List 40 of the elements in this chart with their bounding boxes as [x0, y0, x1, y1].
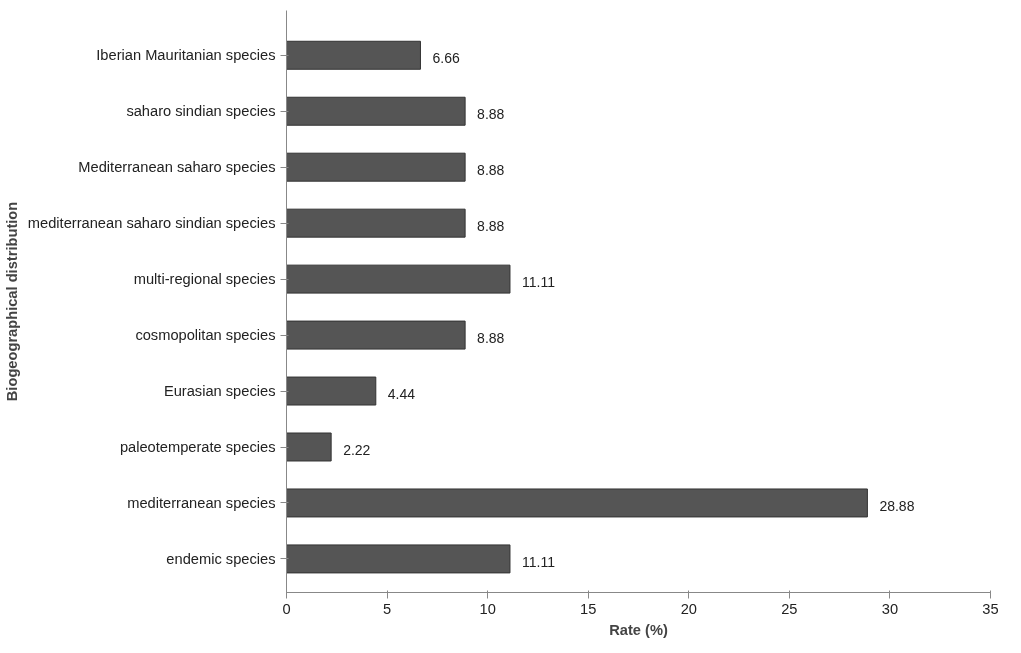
x-axis-title: Rate (%) [609, 621, 668, 638]
x-tick-label: 20 [680, 600, 697, 617]
bar [286, 264, 511, 294]
y-tick-label: saharo sindian species [126, 103, 276, 120]
data-label: 8.88 [477, 106, 505, 123]
x-tick-label: 30 [881, 600, 899, 617]
bar [286, 376, 377, 406]
x-tick-label: 0 [282, 600, 291, 617]
bar [286, 40, 421, 70]
x-tick-label: 25 [781, 600, 798, 617]
y-tick-label: endemic species [166, 550, 276, 567]
data-label: 4.44 [387, 386, 416, 403]
y-tick-label: mediterranean species [127, 494, 276, 511]
data-label: 8.88 [477, 162, 505, 179]
y-tick-label: cosmopolitan species [135, 327, 276, 344]
bar [286, 320, 466, 350]
y-tick-label: multi-regional species [133, 271, 276, 288]
bar [286, 208, 466, 238]
data-label: 28.88 [879, 497, 915, 514]
y-tick-label: paleotemperate species [119, 439, 276, 455]
bar [286, 488, 868, 518]
data-label: 6.66 [432, 50, 460, 67]
y-tick-label: Mediterranean saharo species [78, 159, 276, 176]
y-tick-label: Iberian Mauritanian species [96, 47, 276, 64]
data-label: 8.88 [477, 330, 505, 347]
data-label: 11.11 [521, 274, 556, 291]
y-tick-label: mediterranean saharo sindian species [27, 215, 276, 232]
bar [286, 152, 466, 182]
x-tick-label: 35 [982, 600, 999, 617]
data-label: 2.22 [343, 442, 371, 458]
x-tick-label: 15 [580, 600, 597, 617]
x-tick-label: 5 [383, 600, 392, 617]
data-label: 8.88 [477, 218, 505, 235]
bar [286, 96, 466, 126]
y-tick-label: Eurasian species [163, 383, 276, 400]
data-label: 11.11 [521, 553, 556, 570]
bar [286, 544, 511, 574]
y-axis-title: Biogeographical distribution [3, 201, 20, 402]
bar [286, 432, 332, 462]
x-tick-label: 10 [479, 600, 496, 617]
